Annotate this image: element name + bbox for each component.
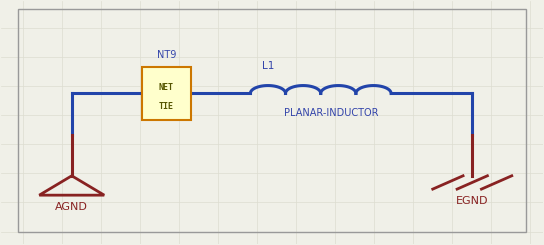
Text: TIE: TIE: [159, 102, 174, 111]
Bar: [142, 67, 191, 120]
Text: NT9: NT9: [157, 49, 176, 60]
Text: L1: L1: [262, 61, 274, 71]
Text: AGND: AGND: [55, 202, 88, 212]
Text: PLANAR-INDUCTOR: PLANAR-INDUCTOR: [285, 108, 379, 118]
Text: NET: NET: [159, 83, 174, 92]
Text: EGND: EGND: [456, 196, 489, 206]
